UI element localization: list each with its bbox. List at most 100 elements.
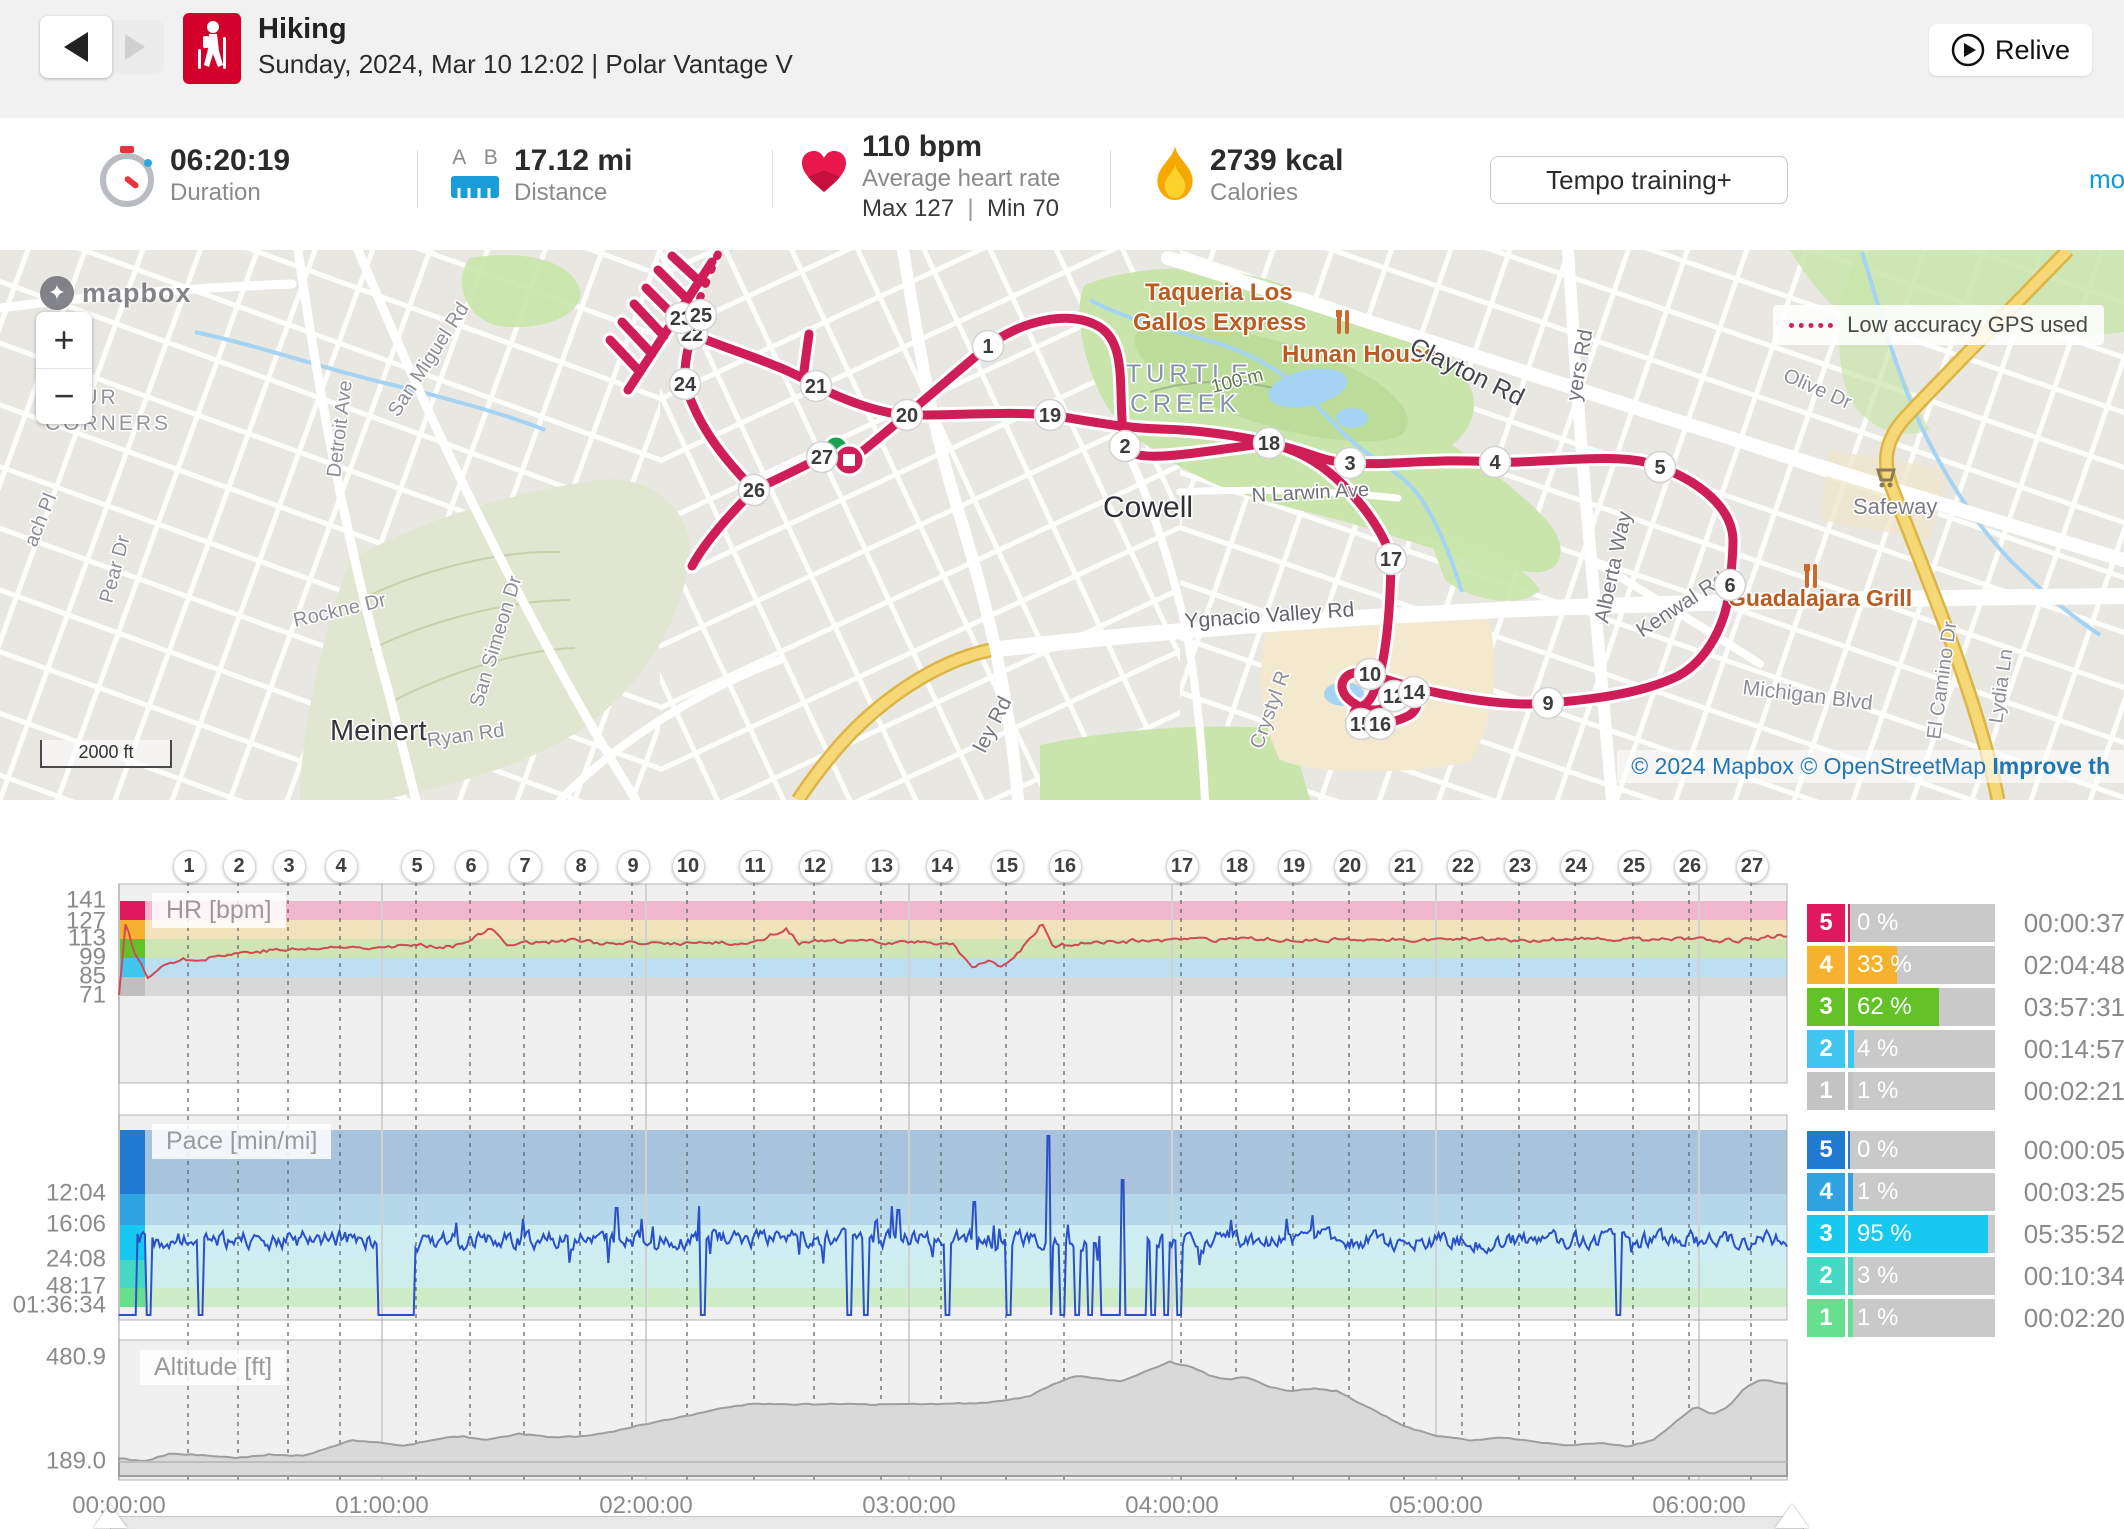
mile-marker-26: 26 bbox=[1673, 850, 1707, 883]
hr-axis-tick: 99 bbox=[79, 943, 106, 971]
hr-axis-tick: 85 bbox=[79, 962, 106, 990]
zone-percent: 3 % bbox=[1857, 1262, 1899, 1289]
map-label: Cowell bbox=[1103, 491, 1193, 524]
forward-button[interactable] bbox=[106, 20, 164, 74]
training-benefit-button[interactable]: Tempo training+ bbox=[1490, 156, 1788, 204]
zone-number: 5 bbox=[1807, 1131, 1845, 1169]
mile-marker-11: 11 bbox=[738, 850, 772, 883]
back-button[interactable] bbox=[40, 16, 112, 78]
time-axis-label: 00:00:00 bbox=[72, 1492, 166, 1519]
page-header: Hiking Sunday, 2024, Mar 10 12:02 | Pola… bbox=[0, 0, 2124, 118]
route-marker-16: 16 bbox=[1363, 707, 1397, 741]
map-attribution: © 2024 Mapbox © OpenStreetMap Improve th bbox=[1617, 750, 2124, 783]
improve-map-link[interactable]: Improve th bbox=[1992, 753, 2110, 779]
mile-marker-4: 4 bbox=[324, 850, 358, 883]
back-arrow-icon bbox=[64, 32, 88, 62]
zone-bar: 3 % bbox=[1848, 1257, 1995, 1295]
relive-button[interactable]: Relive bbox=[1928, 24, 2092, 76]
mile-marker-9: 9 bbox=[616, 850, 650, 883]
mile-marker-13: 13 bbox=[865, 850, 899, 883]
zone-number: 4 bbox=[1807, 1173, 1845, 1211]
mile-marker-8: 8 bbox=[564, 850, 598, 883]
zone-time: 00:00:37 bbox=[2023, 908, 2124, 938]
mile-marker-16: 16 bbox=[1048, 850, 1082, 883]
range-slider-left-handle[interactable] bbox=[93, 1504, 127, 1528]
route-marker-24: 24 bbox=[668, 367, 702, 401]
mile-marker-23: 23 bbox=[1503, 850, 1537, 883]
svg-text:6: 6 bbox=[1724, 575, 1735, 597]
pace-axis-tick: 01:36:34 bbox=[12, 1291, 106, 1319]
zone-bar: 62 % bbox=[1848, 988, 1995, 1026]
gps-accuracy-legend: Low accuracy GPS used bbox=[1773, 305, 2104, 345]
mapbox-star-icon: ✦ bbox=[40, 276, 74, 310]
duration-label: Duration bbox=[170, 179, 261, 206]
zone-percent: 33 % bbox=[1857, 951, 1912, 978]
altitude-axis-tick: 189.0 bbox=[45, 1447, 106, 1475]
analysis-charts[interactable]: HR [bpm] Pace [min/mi] Altitude [ft] 5 0 … bbox=[0, 800, 2124, 1529]
zone-number: 5 bbox=[1807, 904, 1845, 942]
zoom-out-button[interactable]: − bbox=[53, 375, 75, 417]
route-marker-27: 27 bbox=[805, 440, 839, 474]
gps-accuracy-label: Low accuracy GPS used bbox=[1847, 312, 2088, 337]
osm-attribution-link[interactable]: © OpenStreetMap bbox=[1800, 753, 1987, 779]
svg-text:14: 14 bbox=[1403, 682, 1426, 704]
zone-time: 00:14:57 bbox=[2023, 1034, 2124, 1064]
hr-axis-tick: 141 bbox=[65, 886, 106, 914]
zone-time: 00:10:34 bbox=[2023, 1261, 2124, 1291]
pace-axis-tick: 24:08 bbox=[45, 1245, 106, 1273]
zone-percent: 0 % bbox=[1857, 1136, 1899, 1163]
mile-marker-25: 25 bbox=[1617, 850, 1651, 883]
mile-marker-3: 3 bbox=[272, 850, 306, 883]
svg-text:5: 5 bbox=[1654, 457, 1665, 479]
zone-2-row: 2 4 % 00:14:57 bbox=[1807, 1030, 2124, 1068]
svg-text:25: 25 bbox=[690, 305, 712, 327]
zone-bar: 1 % bbox=[1848, 1072, 1995, 1110]
heart-icon bbox=[800, 150, 848, 199]
zoom-in-button[interactable]: + bbox=[36, 312, 92, 369]
mile-marker-22: 22 bbox=[1446, 850, 1480, 883]
svg-text:27: 27 bbox=[811, 447, 833, 469]
zone-percent: 4 % bbox=[1857, 1035, 1899, 1062]
zone-bar: 0 % bbox=[1848, 1131, 1995, 1169]
divider bbox=[772, 150, 773, 208]
time-axis-label: 03:00:00 bbox=[862, 1492, 956, 1519]
stopwatch-icon bbox=[97, 144, 155, 213]
range-slider-right-handle[interactable] bbox=[1775, 1504, 1809, 1528]
pace-axis-tick: 12:04 bbox=[45, 1179, 106, 1207]
mapbox-logo[interactable]: ✦ mapbox bbox=[40, 276, 192, 310]
mile-marker-2: 2 bbox=[222, 850, 256, 883]
hr-axis-tick: 71 bbox=[79, 981, 106, 1009]
restaurant-icon bbox=[1336, 310, 1349, 334]
route-marker-14: 14 bbox=[1397, 675, 1431, 709]
route-marker-6: 6 bbox=[1713, 568, 1747, 602]
zone-number: 3 bbox=[1807, 988, 1845, 1026]
mile-marker-15: 15 bbox=[990, 850, 1024, 883]
pace-series-line bbox=[119, 1135, 1788, 1316]
pace-axis-tick: 16:06 bbox=[45, 1210, 106, 1238]
zone-percent: 62 % bbox=[1857, 993, 1912, 1020]
more-link[interactable]: mo bbox=[2089, 164, 2124, 194]
map-label: Taqueria Los bbox=[1145, 279, 1293, 306]
altitude-chart-label: Altitude [ft] bbox=[140, 1350, 287, 1385]
route-marker-26: 26 bbox=[737, 473, 771, 507]
mile-marker-19: 19 bbox=[1277, 850, 1311, 883]
zone-percent: 1 % bbox=[1857, 1178, 1899, 1205]
zone-time: 03:57:31 bbox=[2023, 992, 2124, 1022]
mapbox-attribution-link[interactable]: © 2024 Mapbox bbox=[1631, 753, 1794, 779]
zone-number: 4 bbox=[1807, 946, 1845, 984]
route-marker-18: 18 bbox=[1252, 426, 1286, 460]
zone-bar: 95 % bbox=[1848, 1215, 1995, 1253]
page-title: Hiking bbox=[258, 13, 347, 45]
zone-5-row: 5 0 % 00:00:05 bbox=[1807, 1131, 2124, 1169]
svg-text:18: 18 bbox=[1258, 433, 1280, 455]
zone-bar: 1 % bbox=[1848, 1299, 1995, 1337]
zone-1-row: 1 1 % 00:02:20 bbox=[1807, 1299, 2124, 1337]
time-axis-label: 05:00:00 bbox=[1389, 1492, 1483, 1519]
svg-text:16: 16 bbox=[1369, 714, 1391, 736]
map-zoom-control: + − bbox=[36, 312, 92, 424]
route-marker-17: 17 bbox=[1374, 542, 1408, 576]
divider bbox=[417, 150, 418, 208]
distance-ab-markers: A B bbox=[452, 146, 498, 169]
svg-text:21: 21 bbox=[805, 376, 827, 398]
